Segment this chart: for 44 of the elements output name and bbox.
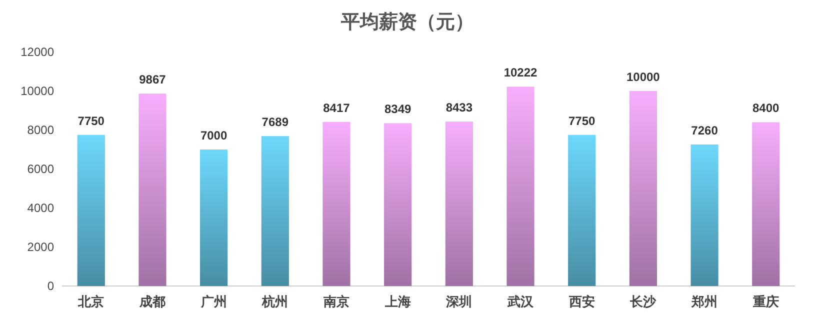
x-tick-label: 郑州 [690,294,718,309]
x-tick-label: 武汉 [506,294,535,309]
x-tick-label: 南京 [322,294,350,309]
bar [690,144,718,286]
bar [384,123,412,286]
bar [77,134,105,286]
bar [322,122,350,286]
y-tick-label: 6000 [27,162,54,176]
x-tick-label: 西安 [568,294,595,309]
x-tick-label: 重庆 [752,294,779,309]
data-label: 7750 [568,114,596,128]
data-label: 10000 [626,70,660,84]
x-tick-label: 成都 [138,294,166,309]
data-label: 8433 [446,100,473,115]
y-tick-label: 12000 [20,45,54,59]
bar [752,122,780,286]
bar [568,134,596,286]
data-label: 7689 [262,115,289,130]
data-label: 7000 [200,128,228,142]
data-label: 7750 [78,114,105,128]
x-tick-label: 深圳 [445,294,472,309]
data-label: 8400 [752,101,780,116]
data-label: 10222 [504,66,538,80]
bar [629,91,657,286]
y-tick-label: 2000 [27,240,54,254]
data-label: 7260 [691,123,718,138]
data-label: 8349 [384,102,412,116]
y-tick-label: 0 [47,279,54,293]
y-tick-label: 10000 [20,84,54,98]
bar [261,136,289,286]
x-tick-label: 广州 [200,294,227,309]
y-tick-label: 8000 [27,123,54,137]
chart-title: 平均薪资（元） [340,11,474,33]
bar [200,150,228,286]
bar [506,86,534,286]
y-tick-label: 4000 [27,201,54,215]
x-tick-label: 北京 [77,294,104,309]
bar [445,122,473,286]
x-tick-label: 长沙 [629,294,658,309]
x-tick-label: 杭州 [261,294,288,309]
bar [138,94,166,286]
data-label: 9867 [139,72,166,87]
data-label: 8417 [323,100,350,115]
x-tick-label: 上海 [384,294,411,309]
